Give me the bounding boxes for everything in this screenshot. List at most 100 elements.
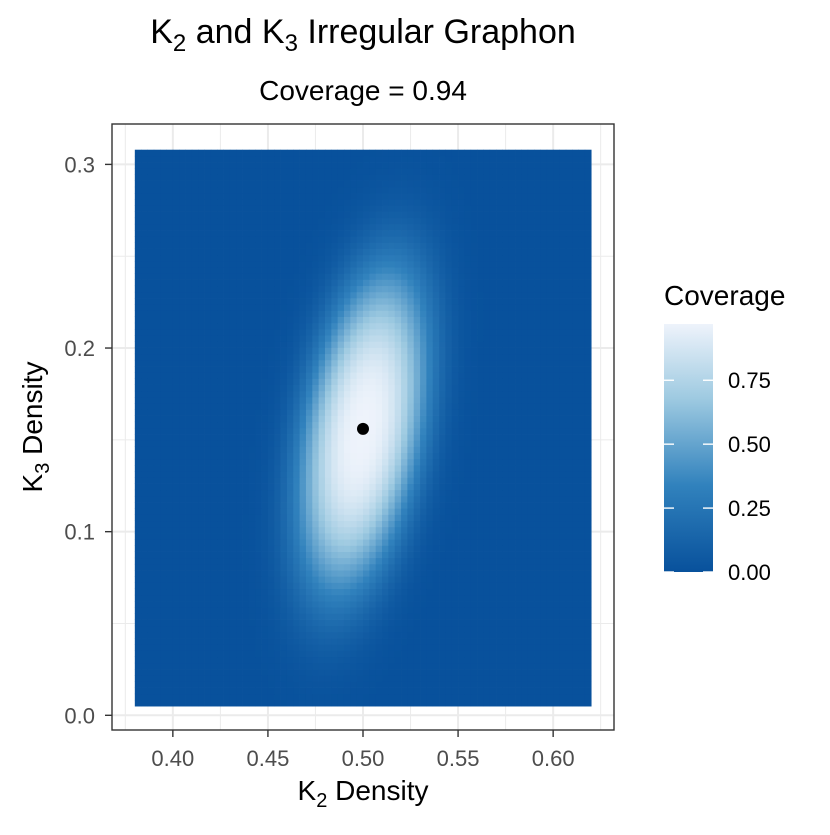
heatmap-cell [236,477,243,484]
heatmap-cell [521,576,528,583]
heatmap-cell [439,675,446,682]
heatmap-cell [464,329,471,336]
heatmap-cell [534,397,541,404]
heatmap-cell [572,360,579,367]
heatmap-cell [414,329,421,336]
heatmap-cell [433,280,440,287]
heatmap-cell [160,453,167,460]
heatmap-cell [186,446,193,453]
heatmap-cell [274,613,281,620]
heatmap-cell [439,514,446,521]
heatmap-cell [141,694,148,701]
heatmap-cell [509,348,516,355]
heatmap-cell [388,533,395,540]
heatmap-cell [496,280,503,287]
heatmap-cell [173,372,180,379]
heatmap-cell [471,304,478,311]
heatmap-cell [192,465,199,472]
heatmap-cell [439,595,446,602]
heatmap-cell [471,613,478,620]
heatmap-cell [312,502,319,509]
heatmap-cell [198,496,205,503]
heatmap-cell [439,440,446,447]
heatmap-cell [572,453,579,460]
heatmap-cell [490,514,497,521]
heatmap-cell [515,607,522,614]
heatmap-cell [319,521,326,528]
heatmap-cell [350,360,357,367]
heatmap-cell [445,490,452,497]
heatmap-cell [420,434,427,441]
heatmap-cell [205,514,212,521]
heatmap-cell [496,310,503,317]
heatmap-cell [167,459,174,466]
heatmap-cell [458,694,465,701]
heatmap-cell [344,335,351,342]
heatmap-cell [407,372,414,379]
heatmap-cell [135,564,142,571]
heatmap-cell [471,663,478,670]
heatmap-cell [559,366,566,373]
heatmap-cell [192,558,199,565]
heatmap-cell [274,292,281,299]
heatmap-cell [559,644,566,651]
heatmap-cell [572,446,579,453]
heatmap-cell [559,663,566,670]
heatmap-cell [306,440,313,447]
heatmap-cell [483,601,490,608]
heatmap-cell [477,446,484,453]
heatmap-cell [217,292,224,299]
heatmap-cell [445,366,452,373]
heatmap-cell [331,317,338,324]
heatmap-cell [509,644,516,651]
heatmap-cell [268,700,275,707]
heatmap-cell [585,650,592,657]
heatmap-cell [205,558,212,565]
heatmap-cell [274,348,281,355]
heatmap-cell [224,453,231,460]
heatmap-cell [154,521,161,528]
heatmap-cell [420,694,427,701]
heatmap-cell [249,700,256,707]
heatmap-cell [395,601,402,608]
heatmap-cell [369,286,376,293]
heatmap-cell [147,564,154,571]
heatmap-cell [559,409,566,416]
heatmap-cell [255,298,262,305]
heatmap-cell [547,292,554,299]
heatmap-cell [274,335,281,342]
heatmap-cell [414,298,421,305]
heatmap-cell [521,514,528,521]
heatmap-cell [154,459,161,466]
heatmap-cell [147,360,154,367]
heatmap-cell [135,626,142,633]
heatmap-cell [572,514,579,521]
heatmap-cell [173,552,180,559]
heatmap-cell [357,403,364,410]
heatmap-cell [262,607,269,614]
heatmap-cell [141,341,148,348]
heatmap-cell [338,576,345,583]
heatmap-cell [312,601,319,608]
heatmap-cell [376,354,383,361]
heatmap-cell [395,360,402,367]
heatmap-cell [528,335,535,342]
heatmap-cell [579,533,586,540]
heatmap-cell [547,521,554,528]
heatmap-cell [350,638,357,645]
chart-title-end: Irregular Graphon [298,13,576,51]
heatmap-cell [540,292,547,299]
heatmap-cell [236,416,243,423]
heatmap-cell [559,558,566,565]
heatmap-cell [338,657,345,664]
heatmap-cell [553,372,560,379]
heatmap-cell [376,298,383,305]
heatmap-cell [186,558,193,565]
heatmap-cell [179,675,186,682]
heatmap-cell [224,280,231,287]
heatmap-cell [395,391,402,398]
heatmap-cell [205,416,212,423]
heatmap-cell [433,477,440,484]
heatmap-cell [559,292,566,299]
heatmap-cell [490,329,497,336]
